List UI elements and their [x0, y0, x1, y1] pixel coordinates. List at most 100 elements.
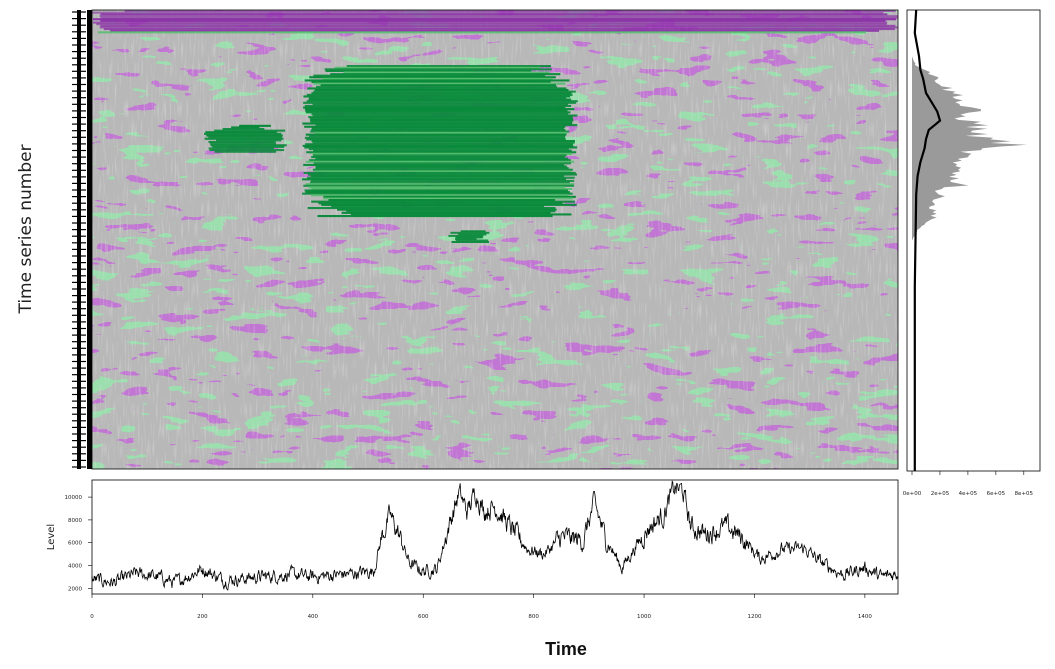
- heatmap-feature-row: [310, 119, 574, 122]
- heatmap-feature-row: [209, 149, 285, 152]
- level-x-tick-label: 0: [90, 614, 94, 620]
- heatmap-feature-row: [209, 142, 277, 145]
- heatmap-feature-row: [323, 197, 573, 200]
- heatmap-feature-row: [350, 213, 572, 216]
- heatmap-feature-row: [314, 132, 568, 135]
- level-x-tick-label: 1000: [637, 614, 651, 620]
- heatmap-feature-high: [204, 124, 287, 153]
- heatmap-feature-row: [315, 165, 567, 168]
- heatmap-feature-row: [455, 238, 477, 240]
- level-y-axis: 2000 4000 6000 8000 10000: [65, 495, 92, 592]
- density-marks: [912, 9, 1027, 471]
- heatmap-feature-row: [313, 82, 566, 85]
- heatmap-feature-row: [307, 87, 567, 90]
- heatmap-feature-high: [448, 230, 490, 243]
- heatmap-feature-row: [208, 136, 282, 139]
- level-x-tick-label: 800: [528, 614, 539, 620]
- heatmap-feature-row: [303, 171, 576, 174]
- heatmap-feature-row: [305, 191, 570, 194]
- heatmap-feature-row: [208, 147, 274, 150]
- heatmap-feature-row: [457, 233, 487, 236]
- heatmap-feature-row: [239, 124, 271, 127]
- heatmap-feature-row: [124, 10, 896, 13]
- heatmap-feature-row: [330, 73, 561, 76]
- heatmap-feature-row: [231, 126, 260, 129]
- heatmap-feature-row: [309, 76, 556, 79]
- level-x-axis: 0 200 400 600 800 1000 1200 1400: [90, 594, 872, 620]
- heatmap-feature-row: [346, 65, 551, 68]
- heatmap-feature-row: [325, 69, 532, 72]
- heatmap-feature-row: [99, 26, 898, 29]
- heatmap-feature-row: [96, 23, 887, 26]
- level-y-tick-label: 10000: [65, 495, 83, 501]
- heatmap-feature-row: [103, 28, 895, 31]
- heatmap-feature-row: [306, 100, 578, 103]
- heatmap-feature-row: [302, 178, 566, 181]
- heatmap-feature-row: [205, 131, 277, 134]
- heatmap-feature-row: [314, 89, 569, 92]
- heatmap-feature-row: [311, 187, 573, 190]
- heatmap-feature-row: [306, 138, 566, 141]
- heatmap-feature-row: [331, 205, 545, 208]
- heatmap-feature-row: [216, 139, 282, 142]
- density-x-axis: 0e+00 2e+05 4e+05 6e+05 8e+05: [903, 471, 1034, 497]
- heatmap-feature-row: [303, 163, 565, 166]
- heatmap-feature-row: [323, 195, 576, 198]
- heatmap-feature-row: [312, 103, 568, 106]
- heatmap-panel: [72, 9, 899, 470]
- heatmap-feature-row: [308, 186, 565, 189]
- heatmap-feature-row: [309, 117, 573, 120]
- heatmap-feature-row: [304, 146, 578, 149]
- density-gray-series: [912, 10, 1027, 471]
- heatmap-feature-row: [315, 167, 569, 170]
- heatmap-feature-row: [311, 140, 575, 143]
- heatmap-feature-row: [204, 132, 282, 135]
- heatmap-feature-row: [460, 230, 486, 233]
- heatmap-feature-row: [305, 133, 567, 136]
- heatmap-feature-row: [303, 106, 566, 109]
- heatmap-feature-high: [302, 65, 578, 218]
- heatmap-feature-row: [341, 211, 551, 214]
- heatmap-feature-row: [315, 157, 569, 160]
- heatmap-feature-row: [310, 179, 575, 182]
- level-series-line: [91, 480, 899, 591]
- heatmap-feature-row: [302, 122, 573, 125]
- heatmap-feature-row: [313, 90, 576, 93]
- heatmap-feature-row: [310, 194, 569, 197]
- heatmap-feature-row: [313, 74, 546, 77]
- heatmap-feature-row: [305, 143, 573, 146]
- heatmap-feature-row: [99, 14, 898, 17]
- density-x-tick-label: 0e+00: [903, 491, 922, 497]
- heatmap-feature-row: [311, 200, 575, 203]
- heatmap-feature-row: [100, 16, 898, 19]
- heatmap-feature-row: [97, 31, 867, 34]
- heatmap-feature-row: [100, 19, 886, 22]
- level-y-tick-label: 6000: [68, 541, 82, 547]
- heatmap-feature-row: [100, 24, 896, 27]
- density-x-tick-label: 4e+05: [959, 491, 978, 497]
- series-label-bar: [87, 10, 92, 469]
- level-y-tick-label: 2000: [68, 586, 82, 592]
- heatmap-feature-row: [310, 120, 573, 123]
- heatmap-feature-row: [304, 125, 566, 128]
- level-marks: [91, 480, 899, 591]
- heatmap-feature-row: [311, 128, 566, 131]
- heatmap-feature-row: [321, 203, 577, 206]
- heatmap-feature-row: [312, 114, 578, 117]
- heatmap-feature-row: [312, 141, 575, 144]
- level-x-tick-label: 200: [197, 614, 208, 620]
- heatmap-feature-row: [305, 183, 575, 186]
- heatmap-feature-row: [206, 134, 283, 137]
- heatmap-feature-row: [210, 144, 287, 147]
- heatmap-feature-row: [312, 168, 573, 171]
- heatmap-feature-row: [311, 112, 569, 115]
- heatmap-feature-row: [308, 173, 577, 176]
- density-x-tick-label: 2e+05: [931, 491, 950, 497]
- heatmap-feature-row: [305, 109, 568, 112]
- heatmap-feature-low: [92, 10, 898, 34]
- heatmap-feature-row: [204, 137, 284, 140]
- heatmap-feature-row: [451, 241, 489, 243]
- heatmap-feature-row: [310, 130, 570, 133]
- heatmap-feature-row: [308, 98, 572, 101]
